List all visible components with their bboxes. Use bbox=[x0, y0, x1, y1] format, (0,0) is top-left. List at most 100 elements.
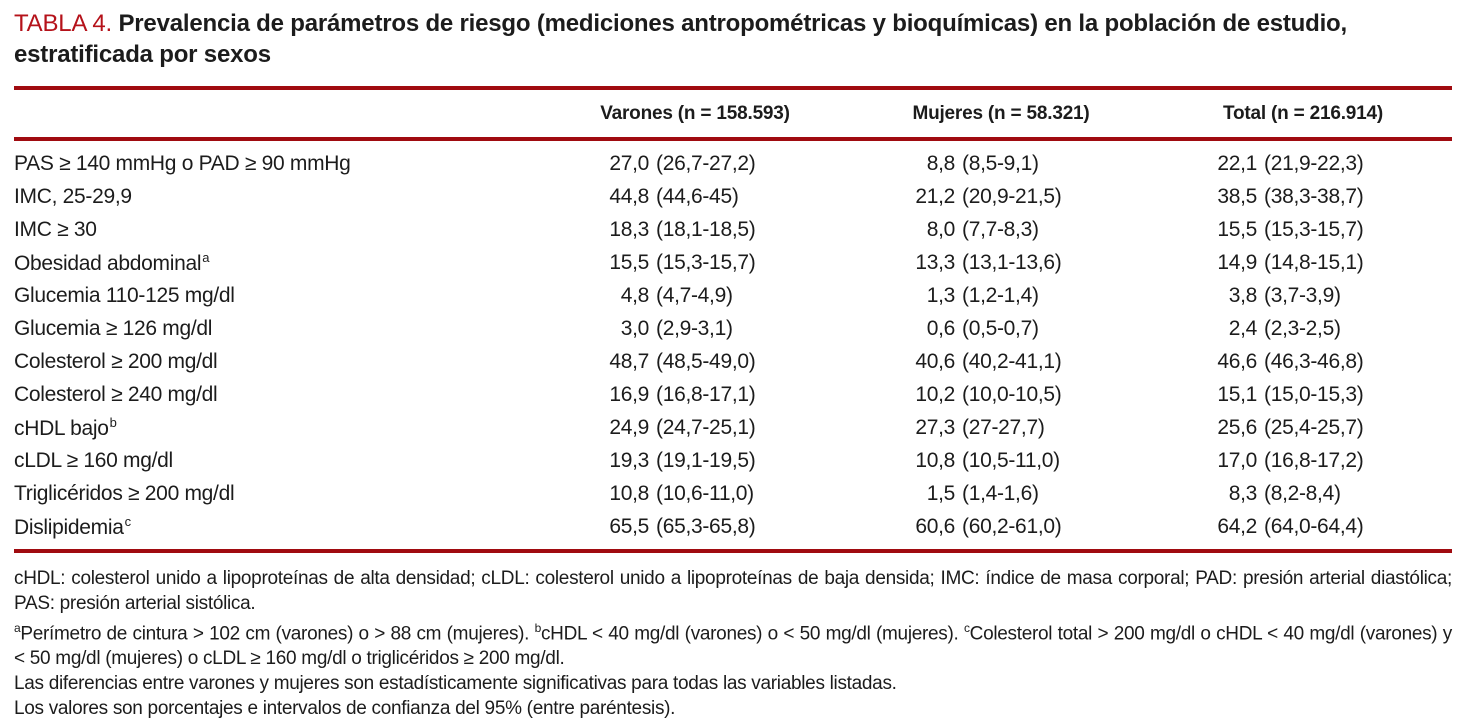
table-title-text: Prevalencia de parámetros de riesgo (med… bbox=[14, 10, 1347, 68]
prevalence-value: 24,9 bbox=[609, 415, 649, 439]
confidence-interval: (15,0-15,3) bbox=[1264, 382, 1364, 406]
row-label-cell: Glucemia ≥ 126 mg/dl bbox=[14, 312, 542, 345]
confidence-interval: (14,8-15,1) bbox=[1264, 250, 1364, 274]
confidence-interval: (25,4-25,7) bbox=[1264, 415, 1364, 439]
prevalence-value: 60,6 bbox=[915, 514, 955, 538]
value-cell-total: 15,1 (15,0-15,3) bbox=[1154, 378, 1452, 411]
value-cell-varones: 15,5 (15,3-15,7) bbox=[542, 246, 848, 279]
footnote-marker-a: a bbox=[14, 621, 21, 635]
row-label-cell: cHDL bajob bbox=[14, 411, 542, 444]
prevalence-value: 8,8 bbox=[926, 151, 956, 175]
value-cell-mujeres: 21,2 (20,9-21,5) bbox=[848, 180, 1154, 213]
prevalence-value: 21,2 bbox=[915, 184, 955, 208]
column-header-total: Total (n = 216.914) bbox=[1154, 88, 1452, 141]
confidence-interval: (10,0-10,5) bbox=[962, 382, 1062, 406]
row-label: Triglicéridos ≥ 200 mg/dl bbox=[14, 481, 235, 505]
footnote-marker-c: c bbox=[963, 621, 970, 635]
table-row: IMC ≥ 30 18,3 (18,1-18,5) 8,0 (7,7-8,3) 15,5 (… bbox=[14, 213, 1452, 246]
value-cell-mujeres: 8,8 (8,5-9,1) bbox=[848, 139, 1154, 180]
prevalence-value: 14,9 bbox=[1217, 250, 1257, 274]
prevalence-value: 44,8 bbox=[609, 184, 649, 208]
confidence-interval: (15,3-15,7) bbox=[1264, 217, 1364, 241]
column-header-varones: Varones (n = 158.593) bbox=[542, 88, 848, 141]
confidence-interval: (24,7-25,1) bbox=[656, 415, 756, 439]
value-cell-mujeres: 10,2 (10,0-10,5) bbox=[848, 378, 1154, 411]
value-cell-varones: 27,0 (26,7-27,2) bbox=[542, 139, 848, 180]
confidence-interval: (4,7-4,9) bbox=[656, 283, 733, 307]
prevalence-value: 38,5 bbox=[1217, 184, 1257, 208]
row-label-cell: Colesterol ≥ 240 mg/dl bbox=[14, 378, 542, 411]
footnote-significance: Las diferencias entre varones y mujeres … bbox=[14, 673, 897, 695]
confidence-interval: (0,5-0,7) bbox=[962, 316, 1039, 340]
prevalence-value: 10,8 bbox=[915, 448, 955, 472]
prevalence-value: 8,3 bbox=[1228, 481, 1258, 505]
value-cell-mujeres: 1,5 (1,4-1,6) bbox=[848, 477, 1154, 510]
value-cell-varones: 18,3 (18,1-18,5) bbox=[542, 213, 848, 246]
row-label: PAS ≥ 140 mmHg o PAD ≥ 90 mmHg bbox=[14, 151, 351, 175]
confidence-interval: (15,3-15,7) bbox=[656, 250, 756, 274]
footnote-marker-b: b bbox=[534, 621, 542, 635]
row-label-cell: cLDL ≥ 160 mg/dl bbox=[14, 444, 542, 477]
row-label: Colesterol ≥ 240 mg/dl bbox=[14, 382, 218, 406]
confidence-interval: (1,2-1,4) bbox=[962, 283, 1039, 307]
table-title: TABLA 4. Prevalencia de parámetros de ri… bbox=[14, 8, 1409, 70]
value-cell-mujeres: 40,6 (40,2-41,1) bbox=[848, 345, 1154, 378]
table-row: Triglicéridos ≥ 200 mg/dl 10,8 (10,6-11,0)… bbox=[14, 477, 1452, 510]
table-row: Colesterol ≥ 200 mg/dl 48,7 (48,5-49,0) 40,… bbox=[14, 345, 1452, 378]
prevalence-value: 10,2 bbox=[915, 382, 955, 406]
prevalence-value: 22,1 bbox=[1217, 151, 1257, 175]
prevalence-value: 16,9 bbox=[609, 382, 649, 406]
row-label-cell: Glucemia 110-125 mg/dl bbox=[14, 279, 542, 312]
prevalence-value: 8,0 bbox=[926, 217, 956, 241]
footnote-definitions: aPerímetro de cintura > 102 cm (varones)… bbox=[14, 621, 1452, 670]
row-footnote-marker: a bbox=[202, 249, 210, 265]
row-label-cell: Colesterol ≥ 200 mg/dl bbox=[14, 345, 542, 378]
confidence-interval: (16,8-17,1) bbox=[656, 382, 756, 406]
value-cell-total: 15,5 (15,3-15,7) bbox=[1154, 213, 1452, 246]
value-cell-total: 22,1 (21,9-22,3) bbox=[1154, 139, 1452, 180]
value-cell-mujeres: 13,3 (13,1-13,6) bbox=[848, 246, 1154, 279]
table-row: Glucemia ≥ 126 mg/dl 3,0 (2,9-3,1) 0,6 (0,5-… bbox=[14, 312, 1452, 345]
row-footnote-marker: b bbox=[109, 414, 117, 430]
value-cell-varones: 3,0 (2,9-3,1) bbox=[542, 312, 848, 345]
value-cell-varones: 24,9 (24,7-25,1) bbox=[542, 411, 848, 444]
confidence-interval: (38,3-38,7) bbox=[1264, 184, 1364, 208]
prevalence-value: 27,0 bbox=[609, 151, 649, 175]
value-cell-varones: 4,8 (4,7-4,9) bbox=[542, 279, 848, 312]
prevalence-value: 2,4 bbox=[1228, 316, 1258, 340]
confidence-interval: (13,1-13,6) bbox=[962, 250, 1062, 274]
confidence-interval: (8,2-8,4) bbox=[1264, 481, 1341, 505]
value-cell-mujeres: 60,6 (60,2-61,0) bbox=[848, 510, 1154, 551]
table-row: Obesidad abdominala 15,5 (15,3-15,7) 13,3 (1… bbox=[14, 246, 1452, 279]
header-row: Varones (n = 158.593) Mujeres (n = 58.32… bbox=[14, 88, 1452, 141]
row-label: Glucemia 110-125 mg/dl bbox=[14, 283, 235, 307]
table-body: PAS ≥ 140 mmHg o PAD ≥ 90 mmHg 27,0 (26,7-… bbox=[14, 139, 1452, 551]
table-footnotes: cHDL: colesterol unido a lipoproteínas d… bbox=[14, 566, 1452, 721]
confidence-interval: (1,4-1,6) bbox=[962, 481, 1039, 505]
confidence-interval: (10,6-11,0) bbox=[656, 481, 754, 505]
confidence-interval: (65,3-65,8) bbox=[656, 514, 756, 538]
value-cell-mujeres: 10,8 (10,5-11,0) bbox=[848, 444, 1154, 477]
row-label-cell: Dislipidemiac bbox=[14, 510, 542, 551]
footnote-values: Los valores son porcentajes e intervalos… bbox=[14, 698, 676, 720]
confidence-interval: (21,9-22,3) bbox=[1264, 151, 1364, 175]
prevalence-value: 48,7 bbox=[609, 349, 649, 373]
row-label-cell: IMC, 25-29,9 bbox=[14, 180, 542, 213]
prevalence-value: 0,6 bbox=[926, 316, 956, 340]
table-number-label: TABLA 4. bbox=[14, 10, 113, 37]
table-row: cLDL ≥ 160 mg/dl 19,3 (19,1-19,5) 10,8 (10,5… bbox=[14, 444, 1452, 477]
value-cell-varones: 19,3 (19,1-19,5) bbox=[542, 444, 848, 477]
confidence-interval: (40,2-41,1) bbox=[962, 349, 1062, 373]
prevalence-value: 15,1 bbox=[1217, 382, 1257, 406]
table-row: Colesterol ≥ 240 mg/dl 16,9 (16,8-17,1) 10,… bbox=[14, 378, 1452, 411]
row-label-cell: IMC ≥ 30 bbox=[14, 213, 542, 246]
confidence-interval: (20,9-21,5) bbox=[962, 184, 1062, 208]
value-cell-varones: 48,7 (48,5-49,0) bbox=[542, 345, 848, 378]
prevalence-value: 13,3 bbox=[915, 250, 955, 274]
confidence-interval: (27-27,7) bbox=[962, 415, 1045, 439]
confidence-interval: (46,3-46,8) bbox=[1264, 349, 1364, 373]
value-cell-total: 3,8 (3,7-3,9) bbox=[1154, 279, 1452, 312]
header-spacer-cell bbox=[14, 88, 542, 141]
prevalence-value: 40,6 bbox=[915, 349, 955, 373]
